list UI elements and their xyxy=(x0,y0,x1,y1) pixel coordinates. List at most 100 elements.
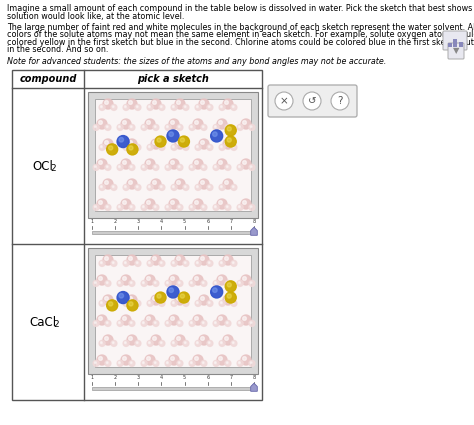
Circle shape xyxy=(225,164,231,170)
Circle shape xyxy=(129,320,135,326)
Circle shape xyxy=(217,315,227,325)
Circle shape xyxy=(201,125,207,130)
Circle shape xyxy=(202,282,204,283)
Circle shape xyxy=(225,320,231,326)
Circle shape xyxy=(207,105,213,110)
Circle shape xyxy=(160,146,162,147)
Circle shape xyxy=(223,295,233,305)
Circle shape xyxy=(249,360,255,366)
Circle shape xyxy=(166,166,168,167)
Circle shape xyxy=(237,360,243,366)
Circle shape xyxy=(106,362,108,363)
Circle shape xyxy=(225,125,231,130)
Circle shape xyxy=(173,106,174,108)
Circle shape xyxy=(160,302,162,303)
Circle shape xyxy=(195,317,199,320)
Circle shape xyxy=(117,125,123,130)
Circle shape xyxy=(201,181,204,184)
Circle shape xyxy=(250,166,252,167)
Circle shape xyxy=(107,144,118,155)
Circle shape xyxy=(184,342,186,343)
Circle shape xyxy=(219,144,225,150)
Circle shape xyxy=(210,130,223,142)
Circle shape xyxy=(105,320,111,326)
Circle shape xyxy=(99,184,105,190)
Circle shape xyxy=(117,280,123,286)
Circle shape xyxy=(183,300,189,306)
Circle shape xyxy=(157,138,161,142)
Circle shape xyxy=(232,186,234,187)
Circle shape xyxy=(142,282,144,283)
Circle shape xyxy=(106,166,108,167)
Circle shape xyxy=(105,360,111,366)
Circle shape xyxy=(151,179,161,189)
Circle shape xyxy=(171,357,174,360)
Circle shape xyxy=(225,204,231,210)
Circle shape xyxy=(177,101,181,105)
Circle shape xyxy=(184,146,186,147)
Circle shape xyxy=(99,277,102,280)
Circle shape xyxy=(243,317,246,320)
Bar xyxy=(92,230,254,233)
Circle shape xyxy=(214,282,216,283)
Circle shape xyxy=(201,164,207,170)
Circle shape xyxy=(128,141,132,145)
Circle shape xyxy=(160,186,162,187)
Text: 5: 5 xyxy=(183,375,186,380)
Circle shape xyxy=(166,362,168,363)
Circle shape xyxy=(303,92,321,110)
Circle shape xyxy=(153,320,159,326)
Circle shape xyxy=(231,340,237,346)
Circle shape xyxy=(232,262,234,264)
Circle shape xyxy=(100,146,102,147)
Circle shape xyxy=(123,261,129,266)
Circle shape xyxy=(171,317,174,320)
Circle shape xyxy=(148,302,150,303)
Circle shape xyxy=(160,342,162,343)
Circle shape xyxy=(94,322,96,323)
Circle shape xyxy=(214,362,216,363)
Circle shape xyxy=(93,320,99,326)
Circle shape xyxy=(118,362,120,363)
Circle shape xyxy=(153,297,156,300)
Circle shape xyxy=(195,184,201,190)
Circle shape xyxy=(178,362,180,363)
Circle shape xyxy=(159,184,165,190)
Circle shape xyxy=(159,105,165,110)
Circle shape xyxy=(103,295,113,305)
FancyBboxPatch shape xyxy=(268,85,357,117)
Circle shape xyxy=(111,144,117,150)
Circle shape xyxy=(178,126,180,128)
Circle shape xyxy=(151,295,161,305)
Circle shape xyxy=(175,179,185,189)
Circle shape xyxy=(193,119,203,129)
Circle shape xyxy=(225,281,236,292)
Circle shape xyxy=(189,320,195,326)
Circle shape xyxy=(208,302,210,303)
Circle shape xyxy=(199,255,209,265)
Circle shape xyxy=(183,105,189,110)
Circle shape xyxy=(109,146,113,150)
Circle shape xyxy=(121,119,131,129)
Circle shape xyxy=(118,126,120,128)
Circle shape xyxy=(220,146,222,147)
Circle shape xyxy=(160,106,162,108)
Circle shape xyxy=(166,206,168,207)
Circle shape xyxy=(195,144,201,150)
FancyBboxPatch shape xyxy=(448,43,464,59)
Circle shape xyxy=(183,144,189,150)
Circle shape xyxy=(128,101,132,105)
Circle shape xyxy=(195,121,199,125)
Circle shape xyxy=(148,146,150,147)
Circle shape xyxy=(146,317,150,320)
Text: 8: 8 xyxy=(253,375,255,380)
Circle shape xyxy=(106,322,108,323)
Circle shape xyxy=(173,302,174,303)
Polygon shape xyxy=(251,383,257,391)
Circle shape xyxy=(121,355,131,365)
Circle shape xyxy=(147,105,153,110)
Circle shape xyxy=(93,125,99,130)
Circle shape xyxy=(99,340,105,346)
Circle shape xyxy=(226,322,228,323)
Circle shape xyxy=(136,186,138,187)
